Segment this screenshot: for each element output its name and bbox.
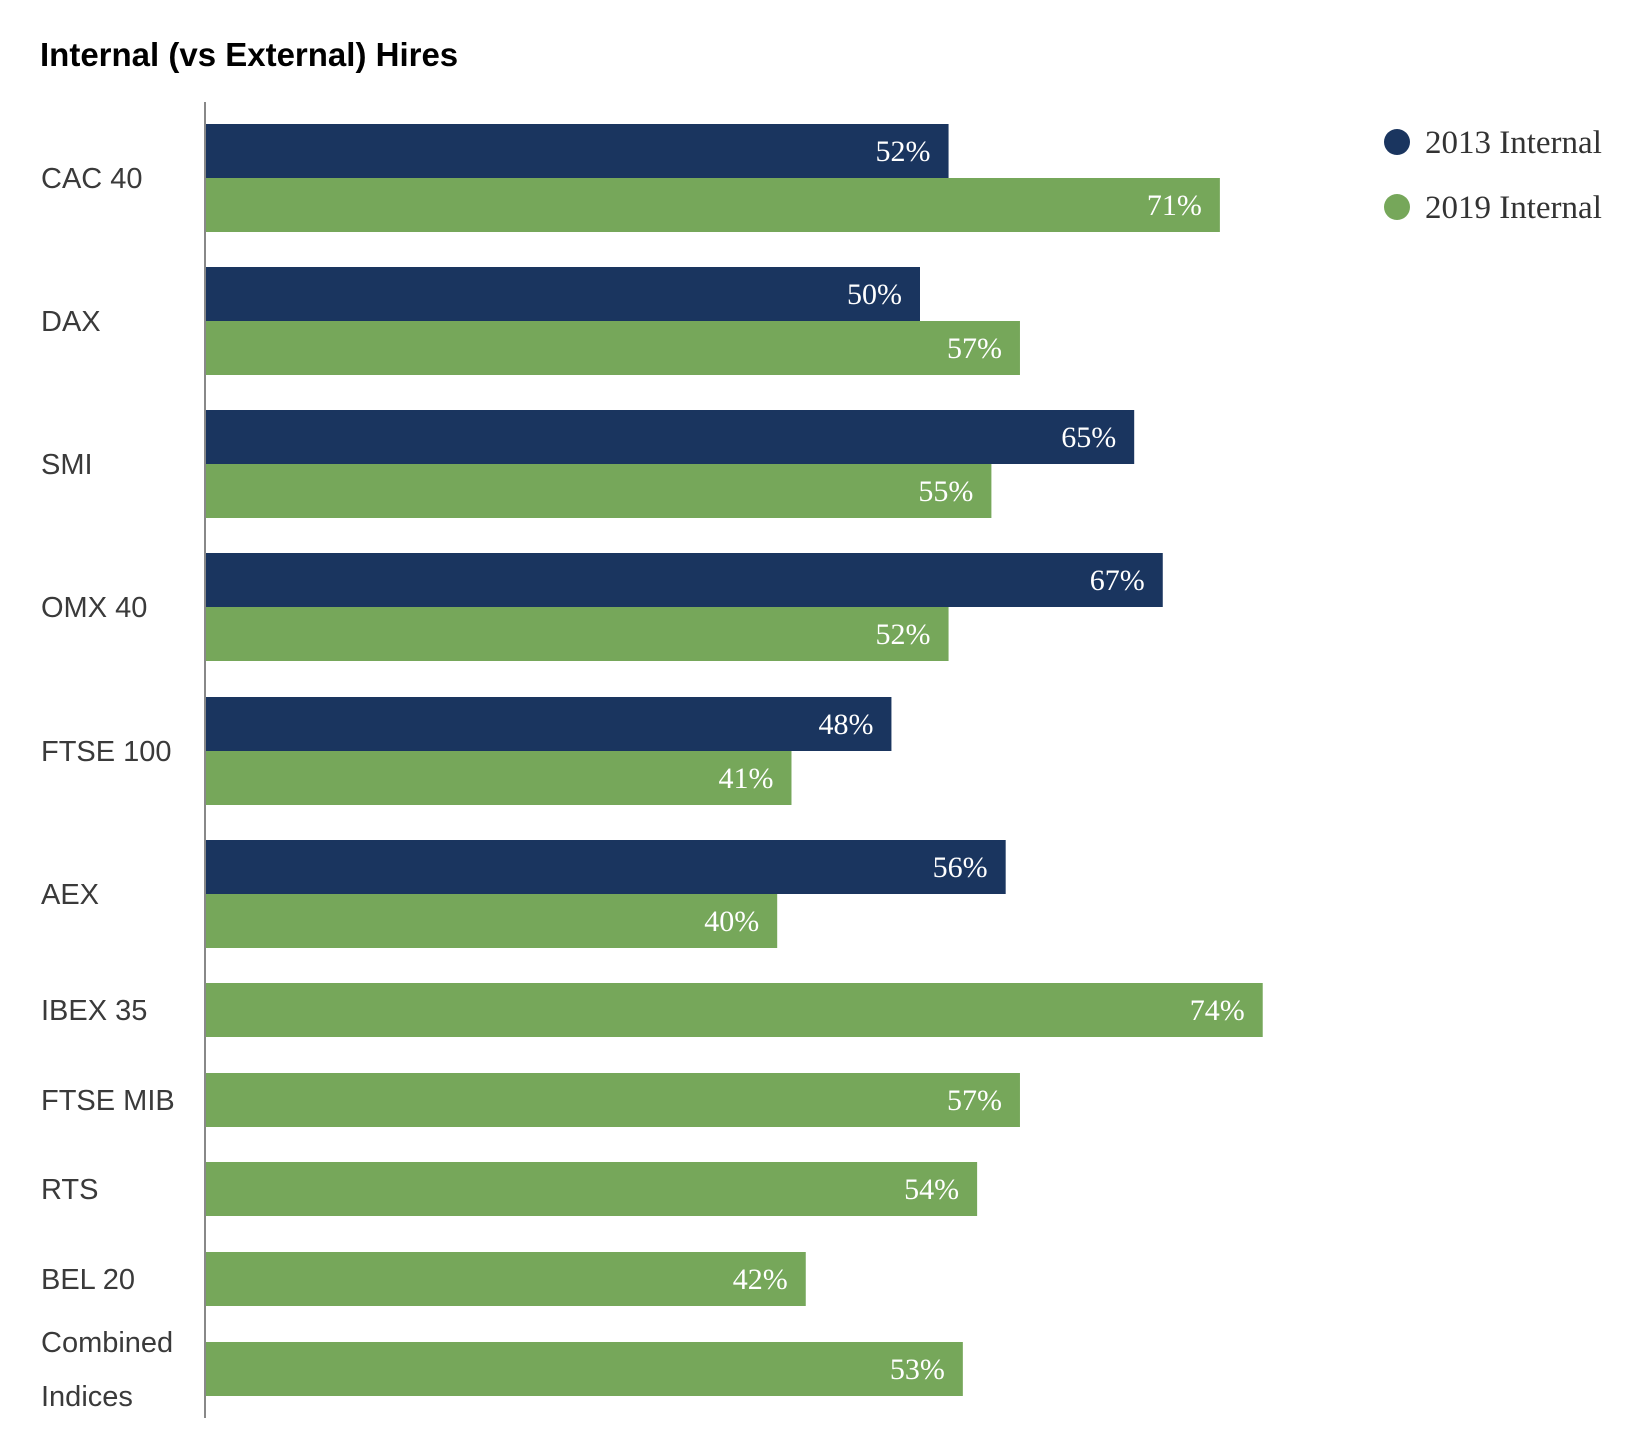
value-label-smi-2013-internal: 65% bbox=[1061, 421, 1116, 454]
value-label-omx-40-2013-internal: 67% bbox=[1090, 564, 1145, 597]
value-label-aex-2013-internal: 56% bbox=[933, 851, 988, 884]
category-label-ibex-35: IBEX 35 bbox=[41, 995, 147, 1027]
bar-dax-2013-internal bbox=[206, 267, 920, 321]
value-label-smi-2019-internal: 55% bbox=[918, 475, 973, 508]
bar-rts-2019-internal bbox=[206, 1162, 978, 1216]
category-label-aex: AEX bbox=[41, 879, 99, 911]
value-label-ftse-100-2013-internal: 48% bbox=[818, 708, 873, 741]
value-label-dax-2013-internal: 50% bbox=[847, 278, 902, 311]
bar-aex-2013-internal bbox=[206, 840, 1006, 894]
bar-omx-40-2013-internal bbox=[206, 553, 1163, 607]
value-label-ibex-35-2019-internal: 74% bbox=[1190, 994, 1245, 1027]
bar-ftse-mib-2019-internal bbox=[206, 1073, 1020, 1127]
bar-aex-2019-internal bbox=[206, 894, 778, 948]
bar-combined-indices-2019-internal bbox=[206, 1342, 963, 1396]
category-label-rts: RTS bbox=[41, 1174, 98, 1206]
value-label-ftse-mib-2019-internal: 57% bbox=[947, 1084, 1002, 1117]
value-label-omx-40-2019-internal: 52% bbox=[876, 618, 931, 651]
bar-omx-40-2019-internal bbox=[206, 607, 949, 661]
category-label-smi: SMI bbox=[41, 449, 93, 481]
value-label-cac-40-2019-internal: 71% bbox=[1147, 189, 1202, 222]
category-label-bel-20: BEL 20 bbox=[41, 1264, 135, 1296]
bar-ftse-100-2013-internal bbox=[206, 697, 892, 751]
legend: 2013 Internal 2019 Internal bbox=[1384, 125, 1602, 226]
value-label-combined-indices-2019-internal: 53% bbox=[890, 1353, 945, 1386]
category-label-dax: DAX bbox=[41, 306, 101, 338]
value-label-dax-2019-internal: 57% bbox=[947, 332, 1002, 365]
bar-bel-20-2019-internal bbox=[206, 1252, 806, 1306]
category-labels-group: CAC 40 DAX SMI OMX 40 FTSE 100 AEX IBEX 35 FTSE… bbox=[41, 163, 175, 1413]
bar-dax-2019-internal bbox=[206, 321, 1020, 375]
bars-group: 52% 71% 50% 57% 65% 55% 67% 52% 48% 41% 56% 40% 74% 5… bbox=[206, 124, 1263, 1396]
value-label-bel-20-2019-internal: 42% bbox=[733, 1263, 788, 1296]
category-label-combined-indices-line-2: Indices bbox=[41, 1381, 133, 1413]
legend-label-2019-internal: 2019 Internal bbox=[1425, 190, 1602, 226]
value-label-ftse-100-2019-internal: 41% bbox=[718, 762, 773, 795]
bar-smi-2019-internal bbox=[206, 464, 992, 518]
category-label-ftse-mib: FTSE MIB bbox=[41, 1085, 175, 1117]
bar-cac-40-2013-internal bbox=[206, 124, 949, 178]
category-label-cac-40: CAC 40 bbox=[41, 163, 143, 195]
category-label-combined-indices-line-1: Combined bbox=[41, 1327, 173, 1359]
legend-label-2013-internal: 2013 Internal bbox=[1425, 125, 1602, 161]
legend-marker-2019-internal bbox=[1384, 194, 1410, 220]
bar-ftse-100-2019-internal bbox=[206, 751, 792, 805]
value-label-cac-40-2013-internal: 52% bbox=[876, 135, 931, 168]
category-label-omx-40: OMX 40 bbox=[41, 592, 147, 624]
value-label-aex-2019-internal: 40% bbox=[704, 905, 759, 938]
bar-smi-2013-internal bbox=[206, 410, 1135, 464]
bar-ibex-35-2019-internal bbox=[206, 983, 1263, 1037]
legend-marker-2013-internal bbox=[1384, 129, 1410, 155]
bar-cac-40-2019-internal bbox=[206, 178, 1220, 232]
category-label-ftse-100: FTSE 100 bbox=[41, 736, 172, 768]
value-label-rts-2019-internal: 54% bbox=[904, 1173, 959, 1206]
chart-title: Internal (vs External) Hires bbox=[40, 36, 459, 73]
